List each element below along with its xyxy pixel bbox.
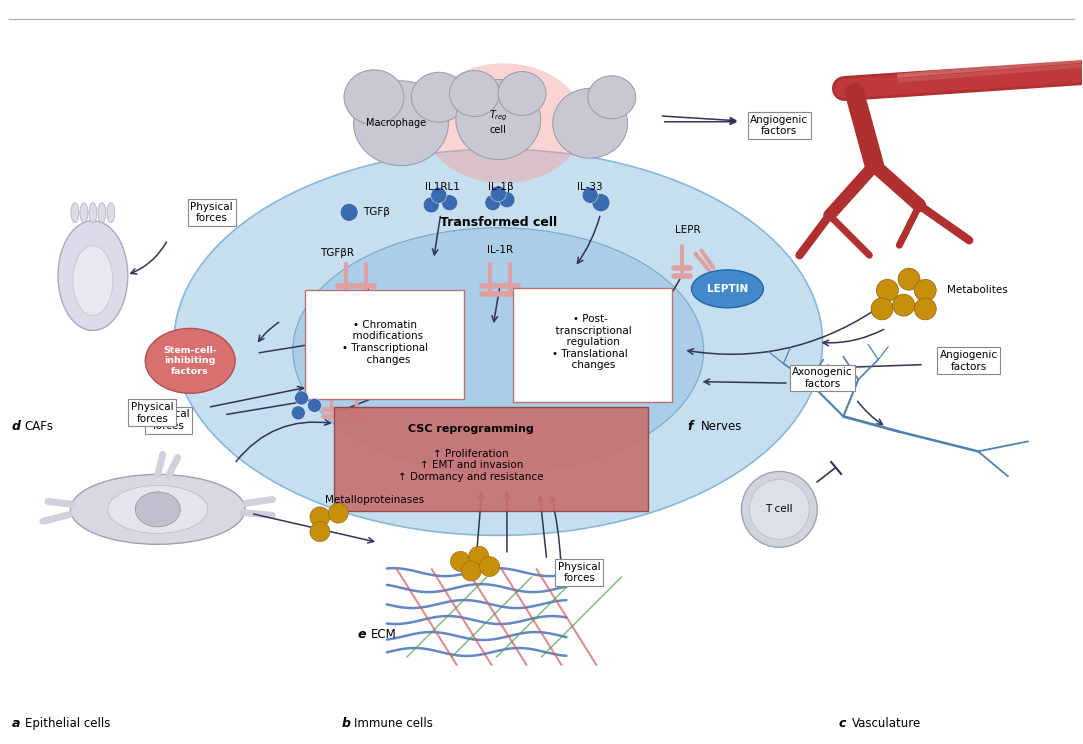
Circle shape (308, 399, 322, 412)
Circle shape (310, 522, 330, 542)
Ellipse shape (423, 63, 584, 183)
Ellipse shape (145, 328, 235, 394)
Circle shape (461, 561, 481, 581)
Text: ECM: ECM (370, 628, 396, 641)
Text: • Chromatin
  modifications
• Transcriptional
  changes: • Chromatin modifications • Transcriptio… (342, 320, 428, 365)
Text: ↑ Proliferation
↑ EMT and invasion
↑ Dormancy and resistance: ↑ Proliferation ↑ EMT and invasion ↑ Dor… (399, 449, 544, 482)
Text: Angiogenic
factors: Angiogenic factors (939, 350, 997, 372)
Text: CAFs: CAFs (25, 420, 54, 433)
Text: Nerves: Nerves (701, 420, 742, 433)
Ellipse shape (73, 246, 113, 315)
Ellipse shape (70, 202, 79, 222)
Text: Physical
forces: Physical forces (558, 562, 601, 583)
Ellipse shape (498, 71, 546, 115)
Text: e: e (357, 628, 366, 641)
Circle shape (491, 186, 506, 202)
Ellipse shape (97, 202, 106, 222)
Circle shape (871, 298, 893, 320)
Text: Macrophage: Macrophage (365, 118, 426, 128)
Circle shape (328, 503, 349, 523)
Circle shape (485, 195, 500, 211)
Circle shape (592, 193, 610, 211)
Ellipse shape (135, 492, 180, 527)
Circle shape (876, 279, 899, 301)
Circle shape (310, 507, 330, 527)
Circle shape (423, 197, 440, 213)
Circle shape (295, 391, 309, 405)
Text: Epithelial cells: Epithelial cells (25, 717, 110, 731)
Text: IL-1R: IL-1R (487, 245, 513, 254)
Ellipse shape (107, 202, 115, 222)
Circle shape (340, 203, 358, 221)
Text: Metalloproteinases: Metalloproteinases (325, 495, 425, 504)
Text: • Post-
  transcriptional
  regulation
• Translational
  changes: • Post- transcriptional regulation • Tra… (549, 314, 631, 371)
Circle shape (892, 294, 915, 316)
Text: Physical
forces: Physical forces (131, 402, 173, 423)
Text: Physical
forces: Physical forces (191, 202, 233, 223)
Ellipse shape (344, 70, 404, 125)
Ellipse shape (108, 485, 208, 533)
Circle shape (469, 546, 488, 566)
Text: IL-33: IL-33 (577, 182, 603, 192)
Ellipse shape (552, 89, 627, 158)
Text: a: a (12, 717, 21, 731)
Circle shape (499, 192, 514, 208)
Text: IL1RL1: IL1RL1 (425, 182, 459, 192)
Circle shape (749, 479, 809, 539)
Text: Angiogenic
factors: Angiogenic factors (751, 115, 808, 136)
Circle shape (914, 279, 936, 301)
FancyBboxPatch shape (305, 290, 464, 400)
Ellipse shape (456, 80, 540, 159)
Circle shape (451, 551, 470, 571)
Ellipse shape (353, 81, 448, 166)
Text: $T_{reg}$
cell: $T_{reg}$ cell (488, 109, 508, 135)
Text: Axonogenic
factors: Axonogenic factors (793, 367, 853, 389)
Circle shape (480, 557, 499, 577)
Ellipse shape (70, 475, 245, 545)
Ellipse shape (80, 202, 88, 222)
Text: Immune cells: Immune cells (354, 717, 433, 731)
FancyBboxPatch shape (335, 408, 648, 511)
Text: LEPR: LEPR (675, 225, 701, 234)
Text: Vasculature: Vasculature (851, 717, 921, 731)
Circle shape (914, 298, 936, 320)
Ellipse shape (449, 71, 499, 117)
Ellipse shape (412, 72, 467, 122)
Text: Transformed cell: Transformed cell (440, 216, 557, 229)
Text: IL-1β: IL-1β (487, 182, 513, 192)
Text: f: f (688, 420, 693, 433)
Ellipse shape (588, 76, 636, 119)
Text: TGFβ: TGFβ (363, 208, 390, 217)
Circle shape (442, 195, 458, 211)
Text: Physical
forces: Physical forces (147, 409, 190, 431)
Ellipse shape (292, 228, 704, 472)
Ellipse shape (174, 150, 823, 536)
FancyBboxPatch shape (513, 289, 671, 403)
Circle shape (583, 187, 598, 203)
Text: Stem-cell-
inhibiting
factors: Stem-cell- inhibiting factors (164, 346, 217, 376)
Ellipse shape (58, 221, 128, 330)
Circle shape (291, 406, 305, 420)
Text: c: c (838, 717, 846, 731)
Text: T cell: T cell (766, 504, 793, 514)
Text: d: d (12, 420, 21, 433)
Text: Metabolites: Metabolites (947, 285, 1007, 295)
Text: CSC reprogramming: CSC reprogramming (408, 425, 534, 434)
Circle shape (431, 187, 447, 203)
Text: b: b (341, 717, 351, 731)
Text: LEPTIN: LEPTIN (707, 283, 748, 294)
Ellipse shape (691, 270, 764, 308)
Circle shape (742, 472, 818, 548)
Circle shape (898, 268, 921, 290)
Ellipse shape (89, 202, 96, 222)
Text: TGFβR: TGFβR (319, 248, 354, 258)
